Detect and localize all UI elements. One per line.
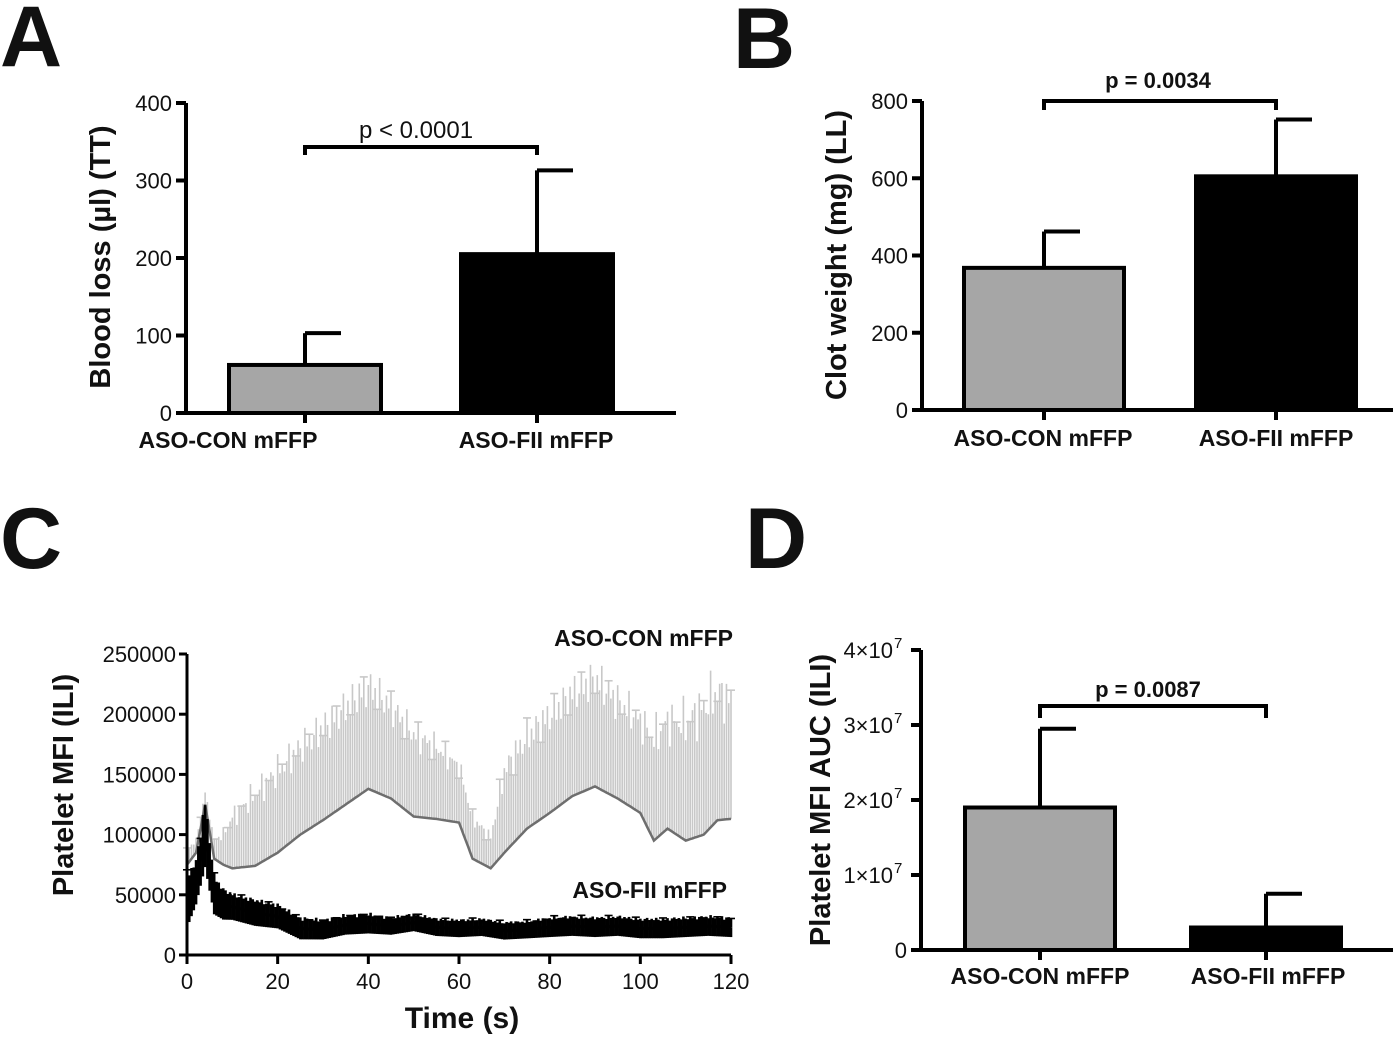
panel-b-y-ticks: 0 200 400 600 800 (871, 89, 922, 423)
panel-c-x-tick-label: 80 (537, 969, 561, 994)
panel-d-y-axis-label: Platelet MFI AUC (ILI) (805, 654, 837, 946)
panel-a-y-axis-label: Blood loss (µl) (TT) (85, 125, 117, 388)
panel-c-series-label-fii: ASO-FII mFFP (572, 877, 727, 903)
panel-c-x-tick-label: 20 (265, 969, 289, 994)
panel-c-x-tick-label: 0 (181, 969, 193, 994)
panel-c-series-line (186, 785, 732, 870)
panel-c-x-tick-label: 40 (356, 969, 380, 994)
panel-b-category-label: ASO-CON mFFP (954, 425, 1133, 451)
panel-d-y-tick-exponent: 7 (894, 635, 902, 652)
panel-letter-d: D (745, 491, 807, 587)
panel-b-p-value: p = 0.0034 (1105, 68, 1212, 93)
panel-letter-b: B (733, 0, 795, 87)
panel-b-y-tick-label: 600 (871, 166, 908, 191)
panel-a-bars (227, 168, 615, 416)
panel-d-y-tick-exponent: 7 (894, 860, 902, 877)
panel-c-series-line (185, 834, 732, 933)
panel-c-x-tick-label: 100 (622, 969, 659, 994)
panel-d-p-value: p = 0.0087 (1095, 677, 1201, 702)
panel-d-bar (963, 805, 1117, 952)
panel-d-y-tick-exponent: 7 (894, 710, 902, 727)
panel-c-y-tick-label: 100000 (103, 823, 176, 848)
panel-d-y-ticks: 01×10 72×10 73×10 74×10 7 (843, 635, 921, 963)
panel-d-bars (963, 726, 1343, 952)
panel-b-y-axis-label: Clot weight (mg) (LL) (821, 110, 853, 400)
panel-d-chart: 01×10 72×10 73×10 74×10 7 ASO-CON mFFP ASO-F… (805, 635, 1393, 989)
panel-a-y-tick-label: 0 (160, 401, 172, 426)
panel-d-significance-bracket (1038, 704, 1268, 718)
panel-d-category-label: ASO-CON mFFP (951, 963, 1130, 989)
panel-d-bar (1189, 925, 1343, 952)
panel-c-x-tick-label: 120 (713, 969, 750, 994)
panel-a-bar (459, 252, 615, 415)
panel-c-x-axis-label: Time (s) (405, 1002, 519, 1035)
panel-c-x-ticks: 0 20 40 60 80 100 120 (181, 955, 749, 994)
panel-d-y-tick-exponent: 7 (894, 785, 902, 802)
panel-b-bar (1194, 174, 1358, 412)
panel-c-y-axis-label: Platelet MFI (ILI) (48, 674, 80, 896)
panel-c-y-tick-label: 0 (164, 943, 176, 968)
panel-c-series-con (183, 664, 735, 870)
panel-d-y-tick-label: 1×10 (843, 863, 893, 888)
panel-c-y-tick-label: 50000 (115, 883, 176, 908)
panel-a-y-tick-label: 300 (135, 169, 172, 194)
panel-c-y-tick-label: 150000 (103, 762, 176, 787)
panel-a-significance-bracket (303, 145, 539, 155)
panel-d-y-tick-label: 2×10 (843, 788, 893, 813)
panel-a-y-tick-label: 100 (135, 324, 172, 349)
panel-b-bar (962, 265, 1126, 412)
panel-d-category-label: ASO-FII mFFP (1191, 963, 1346, 989)
panel-a-category-label: ASO-CON mFFP (139, 427, 318, 453)
panel-b-significance-bracket (1042, 99, 1278, 110)
panel-letter-c: C (0, 491, 62, 587)
panel-a-y-tick-label: 200 (135, 246, 172, 271)
panel-b-y-tick-label: 200 (871, 321, 908, 346)
panel-b-y-tick-label: 0 (896, 398, 908, 423)
panel-c-y-tick-label: 250000 (103, 642, 176, 667)
panel-c-series (183, 664, 735, 940)
panel-a-bar (227, 362, 383, 416)
panel-b-bars (962, 117, 1358, 412)
panel-b-y-tick-label: 400 (871, 244, 908, 269)
panel-c-y-ticks: 0 50000 100000 150000 200000 250000 (103, 642, 187, 968)
panel-c-series-label-con: ASO-CON mFFP (554, 625, 733, 651)
panel-d-y-tick-label: 3×10 (843, 713, 893, 738)
panel-d-y-tick-label: 0 (895, 938, 907, 963)
panel-a-p-value: p < 0.0001 (359, 117, 473, 144)
panel-letter-a: A (0, 0, 62, 85)
panel-b-y-tick-label: 800 (871, 89, 908, 114)
panel-a-y-ticks: 0 100 200 300 400 (135, 91, 186, 426)
panel-a-y-tick-label: 400 (135, 91, 172, 116)
panel-b-category-label: ASO-FII mFFP (1199, 425, 1354, 451)
panel-c-chart: 0 50000 100000 150000 200000 250000 0 20 40 60 80… (48, 625, 749, 1035)
panel-c-x-tick-label: 60 (447, 969, 471, 994)
panel-c-y-tick-label: 200000 (103, 702, 176, 727)
panel-d-y-tick-label: 4×10 (843, 638, 893, 663)
panel-a-category-label: ASO-FII mFFP (459, 427, 614, 453)
